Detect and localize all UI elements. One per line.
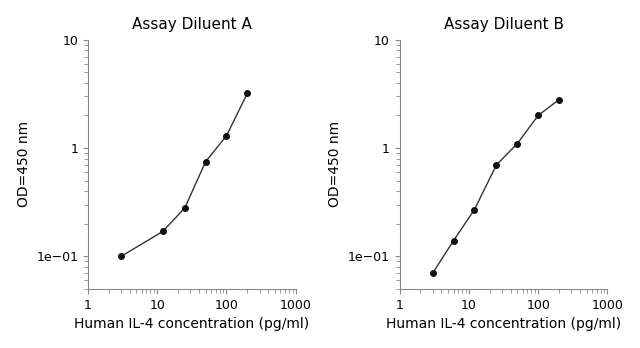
- X-axis label: Human IL-4 concentration (pg/ml): Human IL-4 concentration (pg/ml): [386, 317, 621, 331]
- Y-axis label: OD=450 nm: OD=450 nm: [328, 121, 342, 207]
- Y-axis label: OD=450 nm: OD=450 nm: [17, 121, 31, 207]
- X-axis label: Human IL-4 concentration (pg/ml): Human IL-4 concentration (pg/ml): [74, 317, 309, 331]
- Title: Assay Diluent A: Assay Diluent A: [132, 17, 252, 32]
- Title: Assay Diluent B: Assay Diluent B: [444, 17, 563, 32]
